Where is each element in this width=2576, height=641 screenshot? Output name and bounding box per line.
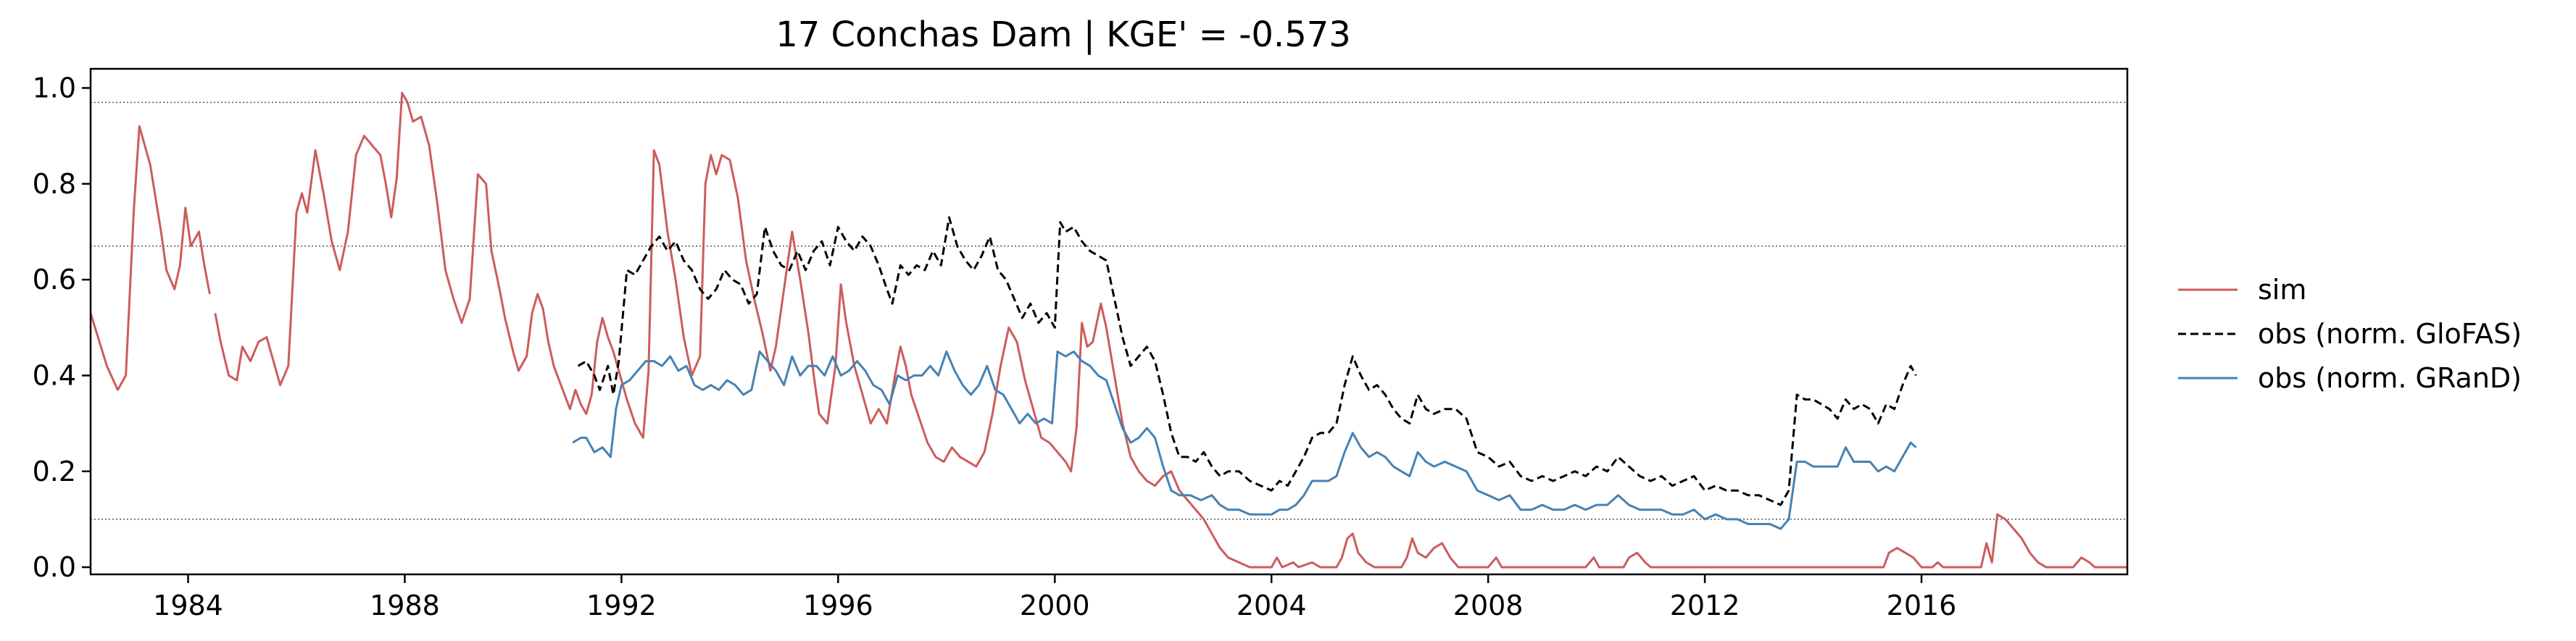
series-line-sim-0 bbox=[89, 125, 211, 391]
x-tick-label-2004: 2004 bbox=[1237, 590, 1307, 621]
legend-label-obs-norm-glofas: obs (norm. GloFAS) bbox=[2258, 318, 2522, 350]
series-obs-norm-glofas bbox=[577, 216, 1917, 506]
legend-label-obs-norm-grand: obs (norm. GRanD) bbox=[2258, 362, 2522, 394]
x-tick-label-2000: 2000 bbox=[1020, 590, 1090, 621]
x-tick-label-2016: 2016 bbox=[1887, 590, 1957, 621]
x-tick-label-1984: 1984 bbox=[153, 590, 223, 621]
y-axis: 0.0 0.2 0.4 0.6 0.8 1.0 bbox=[33, 72, 91, 583]
series-obs-norm-grand bbox=[572, 350, 1917, 530]
x-tick-label-2012: 2012 bbox=[1670, 590, 1740, 621]
series-sim bbox=[89, 91, 2127, 569]
series-layer bbox=[89, 91, 2127, 569]
plot-frame bbox=[89, 67, 2129, 576]
y-tick-label-0.4: 0.4 bbox=[33, 359, 76, 391]
series-line-sim-1 bbox=[214, 91, 2127, 569]
x-axis: 1984 1988 1992 1996 2000 2004 2008 2012 2016 bbox=[153, 574, 1956, 621]
x-tick-label-1996: 1996 bbox=[803, 590, 873, 621]
y-tick-label-0.2: 0.2 bbox=[33, 456, 76, 487]
y-tick-label-0.0: 0.0 bbox=[33, 551, 76, 583]
y-tick-label-0.8: 0.8 bbox=[33, 168, 76, 200]
x-tick-label-2008: 2008 bbox=[1453, 590, 1524, 621]
series-line-obs-norm-grand-0 bbox=[572, 350, 1917, 530]
x-tick-label-1988: 1988 bbox=[370, 590, 440, 621]
legend-label-sim: sim bbox=[2258, 274, 2306, 306]
legend: sim obs (norm. GloFAS) obs (norm. GRanD) bbox=[2178, 274, 2522, 394]
reference-lines bbox=[91, 101, 2127, 520]
chart-title: 17 Conchas Dam | KGE' = -0.573 bbox=[776, 14, 1351, 55]
series-line-obs-norm-glofas-0 bbox=[577, 216, 1917, 506]
y-tick-label-0.6: 0.6 bbox=[33, 264, 76, 296]
x-tick-label-1992: 1992 bbox=[586, 590, 657, 621]
y-tick-label-1.0: 1.0 bbox=[33, 72, 76, 104]
